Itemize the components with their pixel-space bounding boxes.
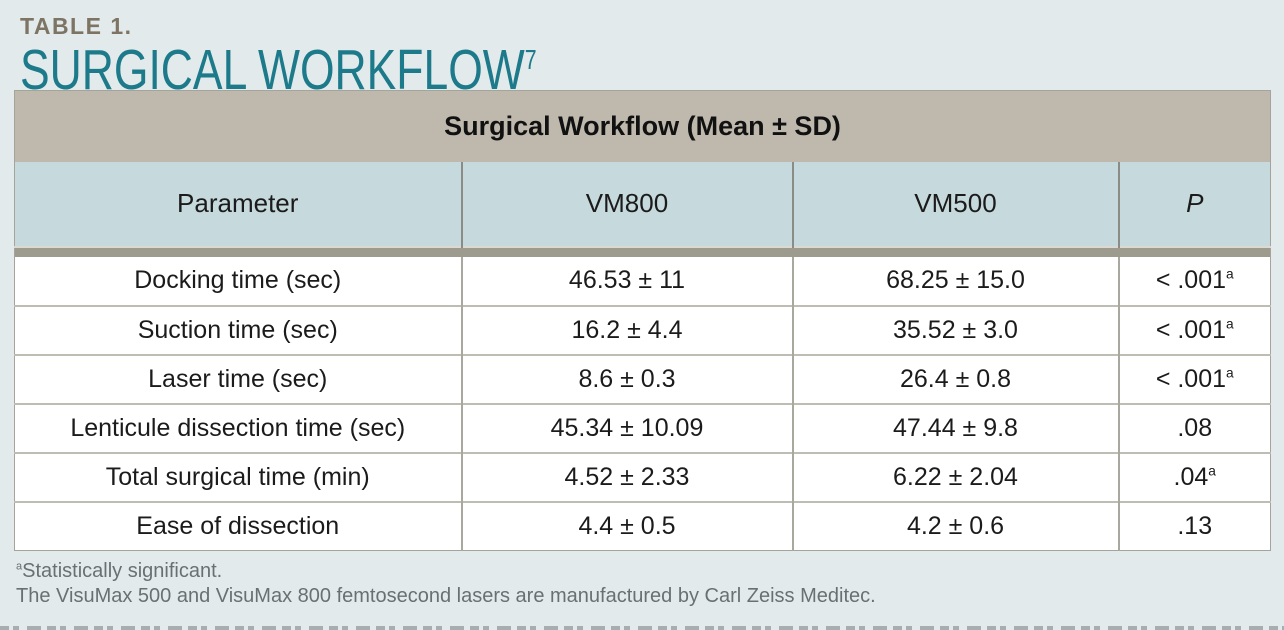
cell-p: .08 [1117,402,1271,453]
cell-p: < .001a [1117,256,1271,306]
page-title-text: SURGICAL WORKFLOW [20,38,525,102]
significance-marker: a [1226,316,1234,332]
cell-vm500: 68.25 ± 15.0 [791,256,1119,306]
table-row: Suction time (sec) 16.2 ± 4.4 35.52 ± 3.… [14,304,1271,355]
cell-p: < .001a [1117,304,1271,355]
cell-parameter: Lenticule dissection time (sec) [14,402,462,453]
cell-p: .13 [1117,500,1271,551]
significance-marker: a [1208,463,1216,479]
table-row: Lenticule dissection time (sec) 45.34 ± … [14,402,1271,453]
column-header-row: Parameter VM800 VM500 P [14,161,1271,247]
cell-parameter: Docking time (sec) [14,256,462,306]
surgical-workflow-table: Surgical Workflow (Mean ± SD) Parameter … [14,90,1271,551]
significance-marker: a [1226,266,1234,282]
table-row: Total surgical time (min) 4.52 ± 2.33 6.… [14,451,1271,502]
cell-parameter: Total surgical time (min) [14,451,462,502]
cell-vm500: 47.44 ± 9.8 [791,402,1119,453]
table-row: Laser time (sec) 8.6 ± 0.3 26.4 ± 0.8 < … [14,353,1271,404]
significance-marker: a [1226,365,1234,381]
page-title-superscript: 7 [524,44,537,75]
footnotes: aStatistically significant. The VisuMax … [16,559,1284,609]
footnote-significance: aStatistically significant. [16,560,223,582]
footnote-manufacturer: The VisuMax 500 and VisuMax 800 femtosec… [16,585,876,607]
cell-vm500: 4.2 ± 0.6 [791,500,1119,551]
cell-p: < .001a [1117,353,1271,404]
cell-p: .04a [1117,451,1271,502]
cell-parameter: Laser time (sec) [14,353,462,404]
table-number-label: TABLE 1. [20,13,133,39]
cell-vm800: 46.53 ± 11 [460,256,793,306]
table-container: Surgical Workflow (Mean ± SD) Parameter … [14,90,1271,551]
table-title: Surgical Workflow (Mean ± SD) [14,90,1271,162]
cell-vm800: 4.52 ± 2.33 [460,451,793,502]
page-title: SURGICAL WORKFLOW7 [20,42,537,99]
cell-vm800: 16.2 ± 4.4 [460,304,793,355]
title-block: TABLE 1. SURGICAL WORKFLOW7 [0,0,1284,99]
cell-vm500: 35.52 ± 3.0 [791,304,1119,355]
cell-vm500: 26.4 ± 0.8 [791,353,1119,404]
table-row: Ease of dissection 4.4 ± 0.5 4.2 ± 0.6 .… [14,500,1271,551]
cutoff-text-strip [0,626,1284,630]
column-header-vm800: VM800 [460,161,793,247]
cell-vm800: 8.6 ± 0.3 [460,353,793,404]
cell-parameter: Suction time (sec) [14,304,462,355]
cell-parameter: Ease of dissection [14,500,462,551]
cell-vm800: 45.34 ± 10.09 [460,402,793,453]
table-row: Docking time (sec) 46.53 ± 11 68.25 ± 15… [14,256,1271,306]
divider-bar [14,245,1271,257]
footnote-superscript: a [16,560,23,573]
column-header-parameter: Parameter [14,161,462,247]
column-header-vm500: VM500 [791,161,1119,247]
column-header-p: P [1117,161,1271,247]
table-title-row: Surgical Workflow (Mean ± SD) [14,90,1271,162]
cell-vm800: 4.4 ± 0.5 [460,500,793,551]
cell-vm500: 6.22 ± 2.04 [791,451,1119,502]
